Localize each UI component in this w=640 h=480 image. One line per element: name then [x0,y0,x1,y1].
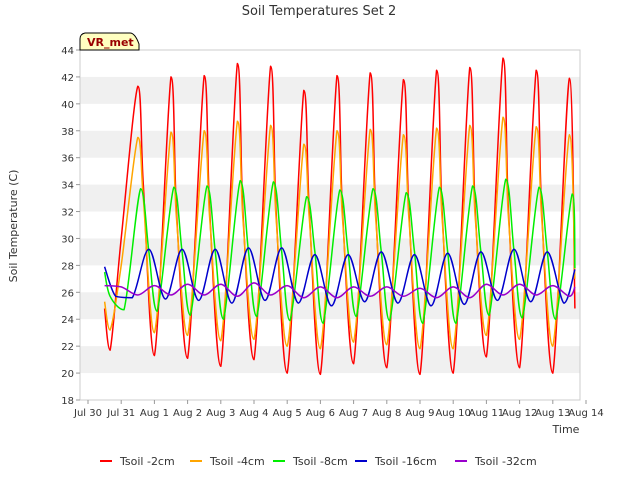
x-tick-label: Aug 11 [469,408,504,419]
grid-band [80,76,580,104]
grid-band [80,130,580,158]
x-tick-label: Aug 12 [502,408,537,419]
x-tick-label: Jul 31 [106,408,135,419]
series-line-tsoil-16cm [103,247,576,307]
x-axis-label: Time [552,423,580,436]
y-tick-label: 28 [61,261,74,272]
x-tick-label: Aug 9 [405,408,434,419]
series-line-tsoil-32cm [104,282,576,299]
y-axis-ticks: 18 20 22 24 26 28 30 32 34 36 38 40 42 44 [61,46,80,407]
x-tick-label: Aug 10 [435,408,470,419]
y-tick-label: 20 [61,369,74,380]
x-tick-label: Aug 4 [239,408,268,419]
series-line-tsoil-2cm [103,57,576,376]
legend-label-tsoil-16cm: Tsoil -16cm [374,455,437,468]
plot-frame [79,49,581,401]
grid-band [80,346,580,374]
x-tick-label: Aug 14 [568,408,603,419]
legend-label-tsoil-2cm: Tsoil -2cm [119,455,175,468]
legend-label-tsoil-32cm: Tsoil -32cm [474,455,537,468]
chart-legend: Tsoil -2cm Tsoil -4cm Tsoil -8cm Tsoil -16c… [100,455,537,468]
y-tick-label: 26 [61,288,74,299]
x-tick-label: Aug 8 [372,408,401,419]
y-tick-label: 24 [61,315,74,326]
legend-label-tsoil-8cm: Tsoil -8cm [292,455,348,468]
y-tick-label: 22 [61,342,74,353]
legend-label-tsoil-4cm: Tsoil -4cm [209,455,265,468]
x-tick-label: Aug 13 [535,408,570,419]
badge-shape [79,32,140,51]
y-tick-label: 42 [61,73,74,84]
series-line-tsoil-4cm [103,116,576,350]
x-tick-label: Jul 30 [73,408,102,419]
y-tick-label: 38 [61,127,74,138]
x-tick-label: Aug 7 [339,408,368,419]
x-tick-label: Aug 3 [206,408,235,419]
y-tick-label: 40 [61,100,74,111]
x-tick-label: Aug 5 [273,408,302,419]
y-axis-label: Soil Temperature (C) [7,170,20,283]
series-lines [103,57,576,376]
y-tick-label: 44 [61,46,74,57]
x-tick-label: Aug 6 [306,408,335,419]
x-axis-ticks: Jul 30 Jul 31 Aug 1 Aug 2 Aug 3 Aug 4 Aug 5 Aug… [73,400,604,419]
y-tick-label: 32 [61,208,74,219]
y-tick-label: 18 [61,396,74,407]
chart-title: Soil Temperatures Set 2 [242,4,397,19]
badge-label: VR_met [87,36,134,49]
vr-met-badge: VR_met [79,32,140,51]
y-tick-label: 34 [61,181,74,192]
x-tick-label: Aug 2 [173,408,202,419]
x-tick-label: Aug 1 [140,408,169,419]
series-line-tsoil-8cm [103,178,576,325]
grid-band [80,238,580,266]
y-tick-label: 36 [61,154,74,165]
y-tick-label: 30 [61,234,74,245]
